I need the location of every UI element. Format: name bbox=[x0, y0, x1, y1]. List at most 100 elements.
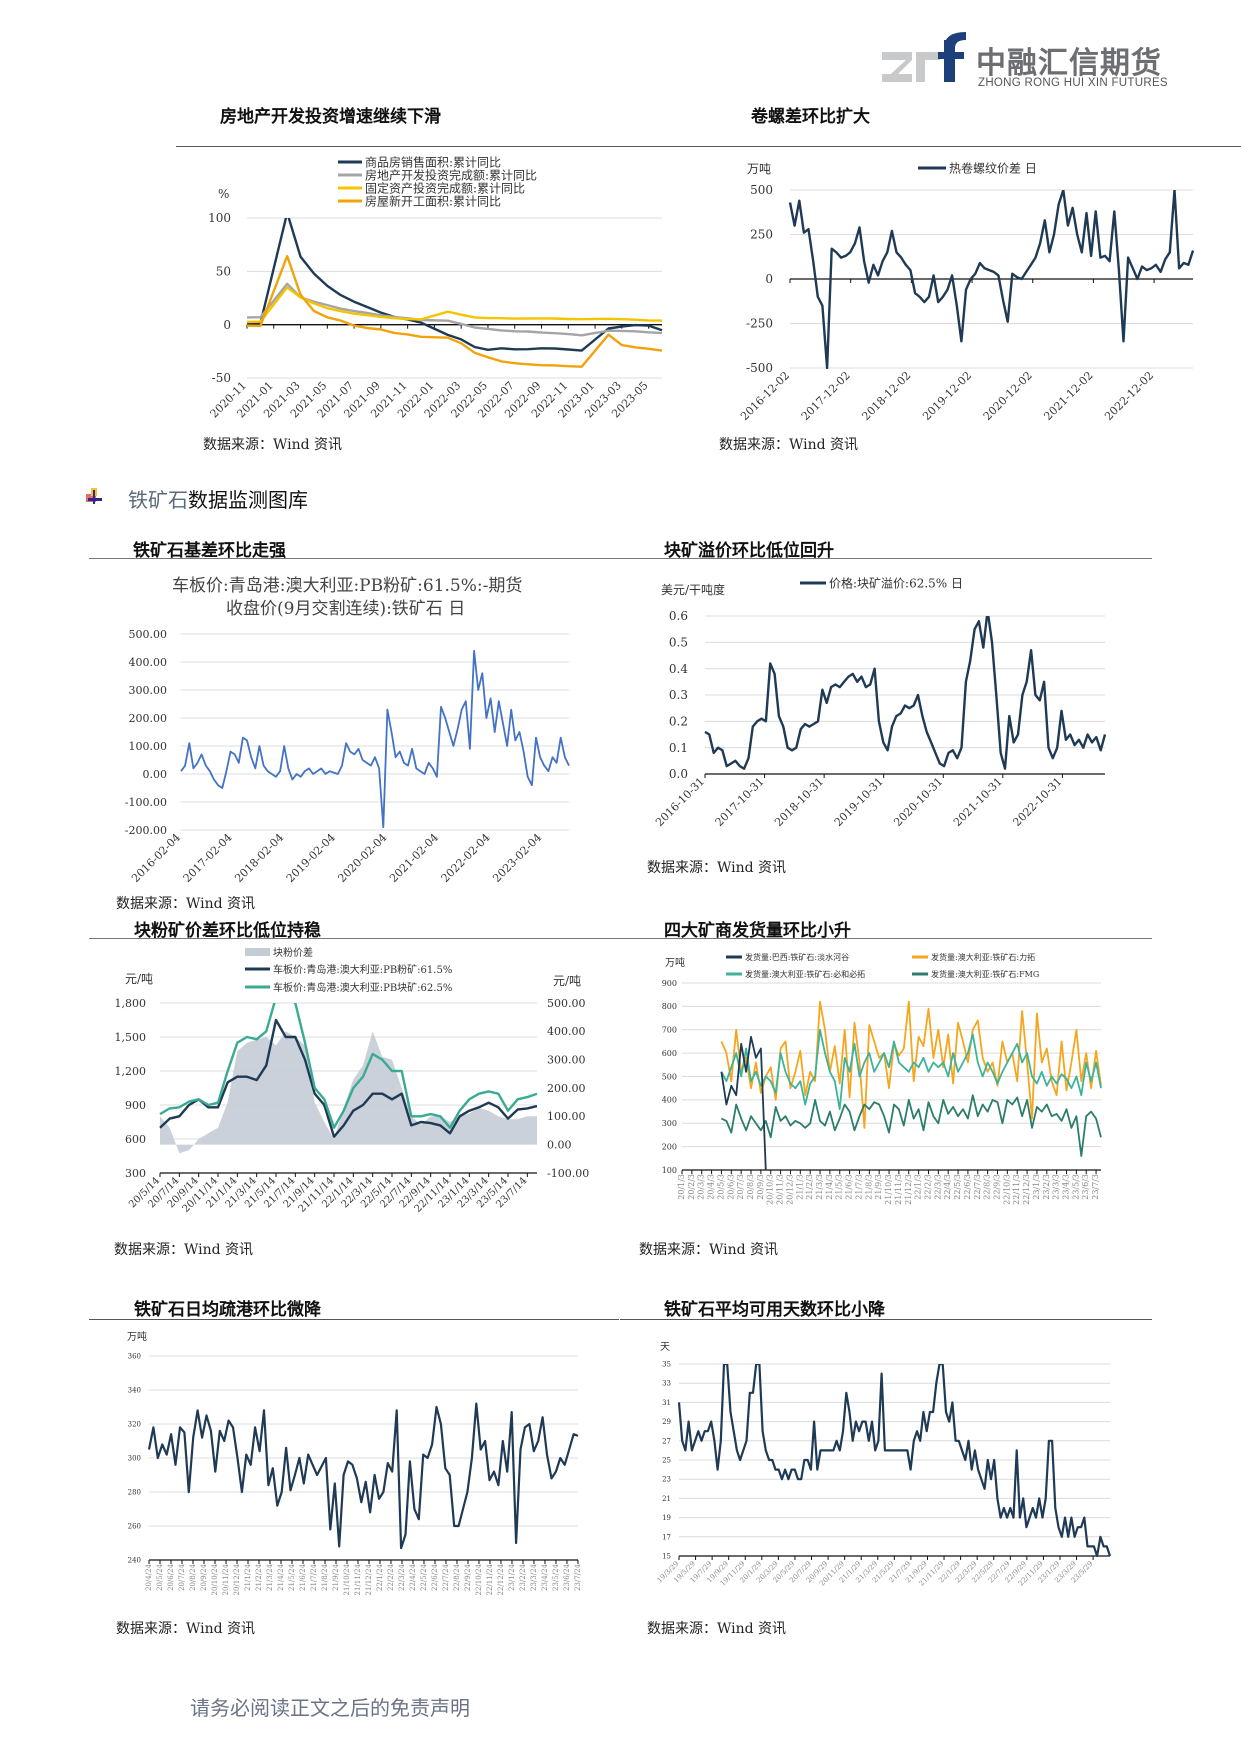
x-tick-label: 22/1/3 bbox=[914, 1174, 923, 1200]
legend-label: 房屋新开工面积:累计同比 bbox=[365, 194, 501, 209]
y-tick-label: 360 bbox=[128, 1352, 141, 1360]
y-axis-unit: 万吨 bbox=[747, 162, 771, 176]
x-tick-label: 22/5/24 bbox=[420, 1563, 428, 1591]
logo-english-name: ZHONG RONG HUI XIN FUTURES bbox=[978, 77, 1168, 89]
y-tick-label: 900 bbox=[125, 1099, 146, 1112]
divider bbox=[89, 558, 619, 559]
x-tick-label: 2020-02-04 bbox=[335, 831, 389, 885]
legend-label: 车板价:青岛港:澳大利亚:PB粉矿:61.5% bbox=[273, 963, 452, 976]
divider bbox=[89, 1319, 619, 1320]
x-tick-label: 22/8/24 bbox=[453, 1563, 461, 1591]
x-tick-label: 2019-10-31 bbox=[832, 775, 886, 829]
y-tick-label: 1,800 bbox=[115, 997, 147, 1010]
x-tick-label: 21/5/24 bbox=[288, 1563, 296, 1591]
x-tick-label: 20/7/24 bbox=[178, 1563, 186, 1591]
chart-title-hc-rebar-spread: 卷螺差环比扩大 bbox=[751, 107, 870, 127]
x-tick-label: 20/8/3 bbox=[746, 1174, 755, 1200]
x-tick-label: 21/8/3 bbox=[864, 1174, 873, 1200]
x-tick-label: 20/8/24 bbox=[189, 1563, 197, 1591]
plot-area bbox=[677, 1364, 1112, 1557]
chart-basis: 500.00 400.00 300.00 200.00 100.00 0.00 -100.0… bbox=[125, 628, 570, 885]
legend-label: 发货量:澳大利亚:铁矿石:FMG bbox=[931, 969, 1039, 979]
x-tick-label: 2021-10-31 bbox=[951, 775, 1005, 829]
y-tick-label: 400 bbox=[662, 1096, 677, 1105]
series-line bbox=[159, 1018, 538, 1138]
x-tick-label: 2017-12-02 bbox=[799, 369, 853, 423]
y-tick-label: 200 bbox=[662, 1142, 677, 1151]
data-source: 数据来源：Wind 资讯 bbox=[719, 437, 859, 453]
x-tick-label: 21/7/3 bbox=[854, 1174, 863, 1200]
x-tick-label: 20/11/24 bbox=[222, 1563, 230, 1595]
y-tick-label: 260 bbox=[128, 1522, 141, 1530]
series-line bbox=[704, 616, 1107, 770]
y-tick-label: 0 bbox=[765, 272, 773, 286]
chart-title-port-clearance: 铁矿石日均疏港环比微降 bbox=[134, 1300, 321, 1320]
section-heading-rest: 数据监测图库 bbox=[188, 488, 308, 512]
y-tick-label: 0.6 bbox=[669, 609, 688, 623]
x-tick-label: 21/10/3 bbox=[884, 1174, 893, 1205]
legend-label: 固定资产投资完成额:累计同比 bbox=[365, 181, 525, 196]
x-tick-label: 23/2/3 bbox=[1042, 1174, 1051, 1200]
chart-basis-title-line1: 车板价:青岛港:澳大利亚:PB粉矿:61.5%:-期货 bbox=[172, 576, 523, 596]
x-tick-label: 21/11/24 bbox=[354, 1563, 362, 1595]
divider bbox=[590, 558, 1152, 559]
series-line bbox=[677, 1364, 1112, 1557]
y-tick-label: 100 bbox=[208, 211, 231, 225]
y-tick-label: 900 bbox=[662, 979, 677, 988]
y-right-axis-unit: 元/吨 bbox=[553, 974, 581, 988]
section-heading-highlight: 铁矿石 bbox=[128, 488, 188, 512]
y-tick-label: 17 bbox=[662, 1533, 671, 1541]
x-tick-label: 2022-02-04 bbox=[439, 831, 493, 885]
x-tick-label: 2017-10-31 bbox=[713, 775, 767, 829]
x-tick-label: 2020-12-02 bbox=[981, 369, 1035, 423]
y-tick-label: 250 bbox=[750, 228, 773, 242]
y-tick-label: 300 bbox=[128, 1454, 141, 1462]
x-tick-label: 20/4/24 bbox=[145, 1563, 153, 1591]
data-source: 数据来源：Wind 资讯 bbox=[116, 896, 256, 912]
chart-title-available-days: 铁矿石平均可用天数环比小降 bbox=[664, 1300, 885, 1320]
x-tick-label: 2018-10-31 bbox=[772, 775, 826, 829]
divider bbox=[620, 1319, 1152, 1320]
legend-label: 发货量:澳大利亚:铁矿石:必和必拓 bbox=[745, 969, 865, 979]
x-tick-label: 22/4/3 bbox=[943, 1174, 952, 1200]
y-tick-label: 600 bbox=[662, 1049, 677, 1058]
x-tick-label: 23/3/3 bbox=[1052, 1174, 1061, 1200]
data-source: 数据来源：Wind 资讯 bbox=[116, 1621, 256, 1637]
y-tick-label: 300 bbox=[662, 1119, 677, 1128]
legend-label: 发货量:澳大利亚:铁矿石:力拓 bbox=[931, 952, 1035, 962]
x-tick-label: 2018-12-02 bbox=[859, 369, 913, 423]
y-axis-unit: 美元/干吨度 bbox=[661, 582, 725, 597]
y-tick-label: -250 bbox=[746, 317, 773, 331]
x-tick-label: 22/11/3 bbox=[1012, 1174, 1021, 1205]
section-heading: 铁矿石数据监测图库 bbox=[128, 484, 308, 513]
plot-area bbox=[788, 190, 1195, 369]
y-tick-label: 29 bbox=[662, 1418, 671, 1426]
x-tick-label: 22/6/24 bbox=[431, 1563, 439, 1591]
x-tick-label: 22/9/24 bbox=[464, 1563, 472, 1591]
series-line bbox=[147, 1402, 579, 1550]
y-tick-label: 33 bbox=[662, 1380, 671, 1388]
chart-title-real-estate: 房地产开发投资增速继续下滑 bbox=[220, 107, 441, 127]
x-tick-label: 2021-02-04 bbox=[387, 831, 441, 885]
x-tick-label: 20/6/3 bbox=[726, 1174, 735, 1200]
x-tick-label: 21/12/24 bbox=[365, 1563, 373, 1595]
x-tick-label: 21/1/3 bbox=[795, 1174, 804, 1200]
x-tick-label: 2022-10-31 bbox=[1010, 775, 1064, 829]
y-tick-label: -200.00 bbox=[125, 824, 167, 837]
x-tick-label: 21/8/24 bbox=[321, 1563, 329, 1591]
plot-area bbox=[159, 1003, 538, 1154]
x-tick-label: 2016-10-31 bbox=[653, 775, 707, 829]
chart-basis-title-line2: 收盘价(9月交割连续):铁矿石 日 bbox=[226, 599, 466, 619]
x-tick-label: 21/3/3 bbox=[815, 1174, 824, 1200]
y-tick-label: 100 bbox=[662, 1166, 677, 1175]
y-tick-label: 300 bbox=[125, 1167, 146, 1180]
y-tick-label: 50 bbox=[216, 265, 231, 279]
y-right-tick-label: 200.00 bbox=[547, 1082, 586, 1095]
x-tick-label: 20/2/3 bbox=[687, 1174, 696, 1200]
x-tick-label: 21/11/3 bbox=[894, 1174, 903, 1205]
data-source: 数据来源：Wind 资讯 bbox=[639, 1242, 779, 1258]
y-axis-unit: 元/吨 bbox=[125, 972, 153, 986]
y-tick-label: 500 bbox=[662, 1072, 677, 1081]
